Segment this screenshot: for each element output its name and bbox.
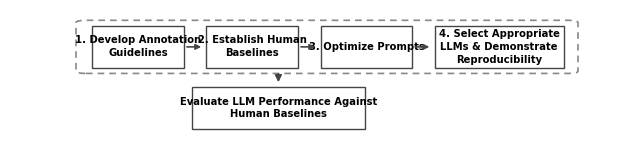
Text: 4. Select Appropriate
LLMs & Demonstrate
Reproducibility: 4. Select Appropriate LLMs & Demonstrate… [438,29,559,65]
FancyBboxPatch shape [191,87,365,129]
Text: 3. Optimize Prompts: 3. Optimize Prompts [308,42,424,52]
FancyBboxPatch shape [321,26,412,68]
Text: 1. Develop Annotation
Guidelines: 1. Develop Annotation Guidelines [76,35,202,58]
FancyBboxPatch shape [207,26,298,68]
Text: Evaluate LLM Performance Against
Human Baselines: Evaluate LLM Performance Against Human B… [180,97,377,120]
Text: 2. Establish Human
Baselines: 2. Establish Human Baselines [198,35,307,58]
FancyBboxPatch shape [92,26,184,68]
FancyBboxPatch shape [435,26,564,68]
